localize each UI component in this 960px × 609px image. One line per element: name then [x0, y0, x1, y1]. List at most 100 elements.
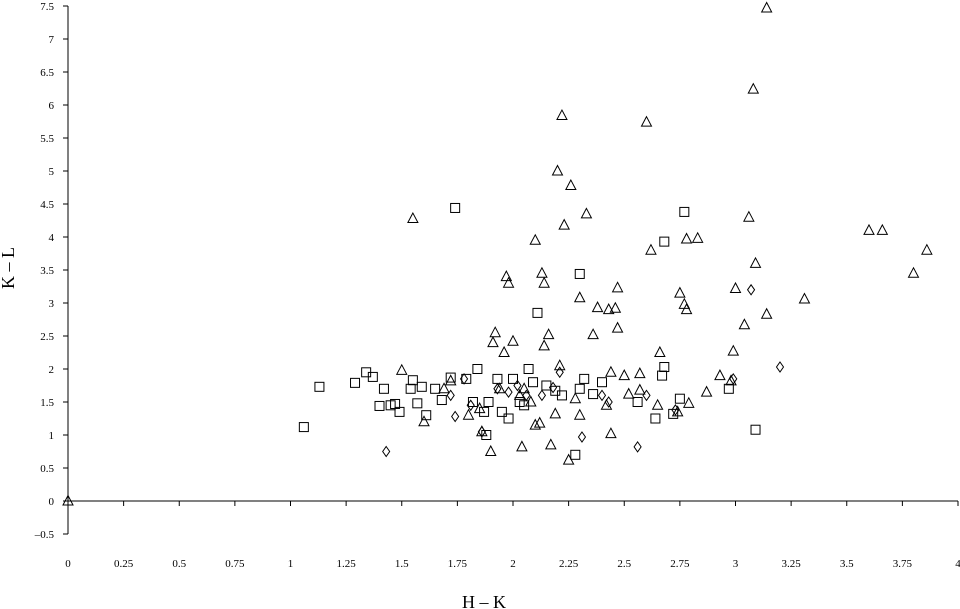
x-ticks: 0 0.25 0.5 0.75 1 1.25 1.5 1.75 2 2.25 2.5 2.75 3 3.2…	[65, 501, 960, 570]
triangle-point	[798, 292, 811, 304]
triangle-point	[605, 427, 617, 439]
y-tick-label: 1.5	[40, 397, 54, 409]
triangle-point	[533, 416, 546, 428]
triangle-point	[500, 270, 513, 282]
triangle-point	[538, 276, 550, 288]
square-point	[632, 397, 643, 407]
triangle-point	[507, 334, 519, 346]
y-axis-title: K – L	[0, 247, 18, 289]
square-point	[541, 380, 552, 391]
triangle-point	[407, 211, 419, 224]
triangle-point	[921, 243, 933, 255]
square-point	[472, 364, 483, 374]
diamond-point	[451, 410, 460, 423]
y-tick-label: –0.5	[34, 529, 55, 541]
y-tick-label: 3.5	[40, 265, 54, 277]
square-point	[588, 389, 599, 400]
diamond-point	[459, 373, 469, 385]
square-point	[492, 373, 503, 384]
triangle-point	[556, 108, 568, 121]
square-point	[532, 307, 543, 318]
square-point	[350, 377, 361, 388]
triangle-point	[395, 363, 408, 375]
square-point	[479, 406, 490, 417]
triangle-point	[493, 382, 506, 394]
triangle-point	[605, 365, 617, 377]
triangle-point	[513, 388, 526, 400]
square-point	[430, 383, 441, 394]
square-point	[483, 397, 494, 407]
y-tick-label: 4.5	[40, 199, 54, 211]
triangle-point	[569, 392, 582, 404]
square-point	[378, 383, 389, 394]
diamond-point	[513, 379, 522, 392]
triangle-point	[691, 231, 704, 243]
square-point	[579, 373, 590, 384]
triangle-point	[749, 256, 762, 268]
y-tick-label: 7	[49, 34, 55, 46]
triangle-point	[725, 374, 737, 386]
diamond-point	[555, 366, 564, 379]
triangle-point	[529, 418, 542, 430]
square-point	[574, 383, 585, 394]
square-point	[650, 413, 661, 424]
x-tick-label: 1.5	[395, 558, 409, 570]
square-point	[461, 373, 472, 384]
diamond-point	[537, 389, 547, 402]
triangle-point	[671, 405, 684, 417]
triangle-point	[473, 402, 486, 414]
diamond-point	[604, 396, 613, 408]
diamond-point	[729, 373, 738, 385]
x-tick-label: 3.5	[840, 558, 854, 570]
square-point	[508, 373, 518, 384]
triangle-point	[487, 336, 499, 348]
triangle-point	[680, 232, 693, 244]
triangle-point	[674, 286, 686, 298]
triangle-point	[502, 276, 515, 288]
y-tick-label: 0	[49, 496, 55, 508]
square-point	[679, 206, 690, 217]
square-point	[407, 375, 418, 386]
triangle-point	[549, 407, 562, 419]
x-tick-label: 1.75	[448, 558, 468, 570]
triangle-point	[611, 281, 624, 293]
diamond-point	[775, 361, 785, 373]
square-point	[374, 400, 385, 411]
square-point	[436, 395, 447, 406]
square-point	[503, 413, 514, 424]
square-point	[556, 390, 567, 401]
triangle-point	[489, 326, 502, 338]
triangle-point	[418, 415, 430, 427]
triangle-point	[743, 210, 755, 222]
square-point	[416, 381, 427, 392]
triangle-point	[738, 318, 751, 330]
y-tick-label: 4	[49, 232, 55, 244]
diamond-point	[642, 389, 651, 402]
y-tick-label: 6.5	[40, 67, 54, 79]
y-tick-label: 5.5	[40, 133, 54, 145]
y-tick-label: 0.5	[40, 463, 54, 475]
triangle-point	[536, 266, 548, 278]
x-tick-label: 0	[65, 558, 71, 570]
diamond-point	[671, 404, 680, 416]
x-tick-label: 2	[510, 558, 516, 570]
triangle-point	[444, 374, 457, 386]
square-point	[519, 400, 530, 411]
diamond-point	[382, 445, 391, 458]
y-tick-label: 6	[49, 100, 55, 112]
triangle-point	[580, 207, 593, 219]
triangle-point	[747, 82, 760, 94]
triangle-point	[618, 369, 631, 381]
triangle-point	[573, 408, 586, 420]
triangle-point	[62, 494, 74, 506]
triangle-point	[553, 359, 566, 371]
diamond-point	[477, 425, 486, 438]
x-axis-title: H – K	[462, 592, 506, 609]
triangle-point	[645, 243, 657, 255]
triangle-point	[565, 178, 577, 191]
square-point	[750, 424, 761, 435]
x-tick-label: 0.75	[225, 558, 245, 570]
x-tick-label: 0.25	[114, 558, 134, 570]
triangle-point	[714, 369, 726, 381]
diamond-point	[504, 386, 513, 398]
